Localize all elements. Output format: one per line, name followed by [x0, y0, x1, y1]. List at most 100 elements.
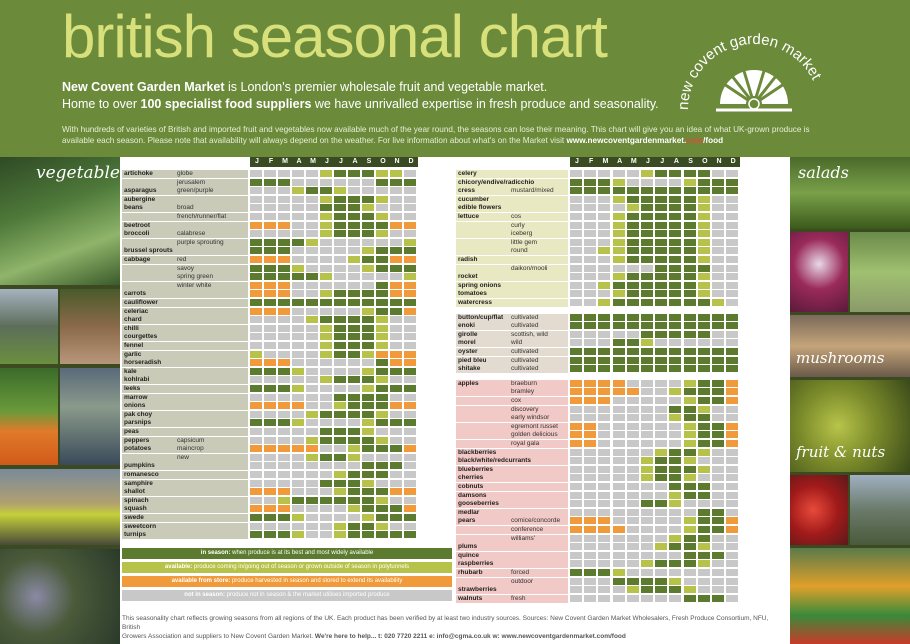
season-cell	[584, 526, 597, 533]
row-background	[122, 479, 248, 488]
season-cell	[264, 428, 276, 435]
season-cell	[655, 299, 668, 306]
season-cell	[404, 273, 416, 281]
para-url-end[interactable]: /food	[703, 136, 724, 145]
season-cell	[362, 170, 374, 177]
season-cell	[584, 448, 597, 456]
row-background	[456, 170, 568, 178]
produce-row: kohlrabi	[122, 376, 418, 385]
right-photo-panel: salads mushrooms fruit & nuts	[790, 157, 910, 644]
row-background	[122, 170, 248, 178]
produce-name: walnuts	[458, 594, 483, 602]
produce-name: cucumber	[458, 195, 490, 203]
season-cell	[404, 531, 416, 539]
season-cell	[570, 508, 582, 516]
season-cell	[584, 569, 597, 576]
produce-variety: fresh	[511, 594, 526, 602]
season-cell	[390, 428, 402, 435]
produce-row: carrots	[122, 290, 418, 299]
season-cell	[612, 313, 625, 321]
produce-name: brussel sprouts	[124, 247, 173, 255]
season-cell	[250, 359, 262, 367]
season-cell	[669, 213, 682, 220]
season-cell	[726, 221, 739, 229]
season-cell	[669, 170, 682, 177]
row-background	[456, 457, 568, 466]
season-cell	[306, 213, 318, 220]
season-cell	[404, 402, 416, 410]
season-cell	[334, 204, 346, 212]
row-background	[122, 514, 248, 522]
season-cell	[612, 170, 625, 177]
season-cell	[697, 273, 710, 281]
season-cell	[306, 367, 318, 375]
season-cell	[306, 187, 318, 195]
season-cell	[626, 586, 639, 594]
season-cell	[726, 290, 739, 298]
season-cell	[362, 221, 374, 229]
season-cell	[697, 178, 710, 186]
season-cell	[626, 534, 639, 542]
season-cell	[641, 356, 653, 364]
season-cell	[348, 385, 360, 392]
row-background	[122, 264, 248, 273]
row-background	[122, 376, 248, 385]
produce-variety: maincrop	[177, 445, 204, 453]
season-cell	[598, 365, 611, 373]
produce-variety: curly	[511, 221, 525, 229]
season-cell	[726, 365, 739, 373]
season-cell	[264, 342, 276, 349]
para-url[interactable]: www.newcoventgardenmarket.	[566, 136, 687, 145]
season-cell	[683, 594, 696, 602]
season-cell	[726, 204, 739, 212]
season-cell	[250, 307, 262, 315]
season-cell	[278, 256, 290, 263]
season-cell	[683, 213, 696, 220]
footer-contact[interactable]: t: 020 7720 2211 e: info@cgma.co.uk w: w…	[376, 633, 626, 640]
produce-name: garlic	[124, 350, 142, 358]
season-cell	[348, 522, 360, 530]
season-cell	[348, 410, 360, 418]
season-cell	[655, 577, 668, 585]
row-background	[122, 419, 248, 428]
season-cell	[278, 333, 290, 341]
row-background	[456, 526, 568, 534]
season-cell	[404, 238, 416, 246]
season-cell	[348, 213, 360, 220]
season-cell	[726, 551, 739, 559]
produce-row: celery	[456, 170, 740, 178]
season-cell	[404, 514, 416, 521]
season-cell	[376, 428, 388, 435]
season-cell	[697, 405, 710, 413]
season-cell	[669, 543, 682, 551]
season-cell	[612, 440, 625, 447]
season-cell	[306, 522, 318, 530]
season-cell	[570, 414, 582, 422]
season-cell	[264, 488, 276, 496]
season-cell	[584, 356, 597, 364]
season-cell	[570, 577, 582, 585]
produce-row: peppers capsicum	[122, 436, 418, 445]
season-cell	[264, 290, 276, 298]
season-cell	[584, 397, 597, 404]
row-background	[122, 428, 248, 436]
season-cell	[278, 290, 290, 298]
season-cell	[626, 330, 639, 338]
para-url-red[interactable]: com	[686, 136, 704, 145]
season-cell	[612, 405, 625, 413]
produce-variety: savoy	[177, 264, 194, 272]
season-cell	[264, 195, 276, 203]
produce-row: outdoor	[456, 577, 740, 586]
season-cell	[306, 247, 318, 255]
season-cell	[697, 339, 710, 347]
season-cell	[278, 195, 290, 203]
row-background	[456, 414, 568, 423]
row-background	[122, 178, 248, 187]
season-cell	[626, 256, 639, 263]
season-cell	[612, 273, 625, 281]
produce-variety: egremont russet	[511, 422, 558, 430]
season-cell	[612, 178, 625, 186]
season-cell	[726, 457, 739, 465]
season-cell	[362, 385, 374, 392]
produce-name: courgettes	[124, 333, 158, 341]
